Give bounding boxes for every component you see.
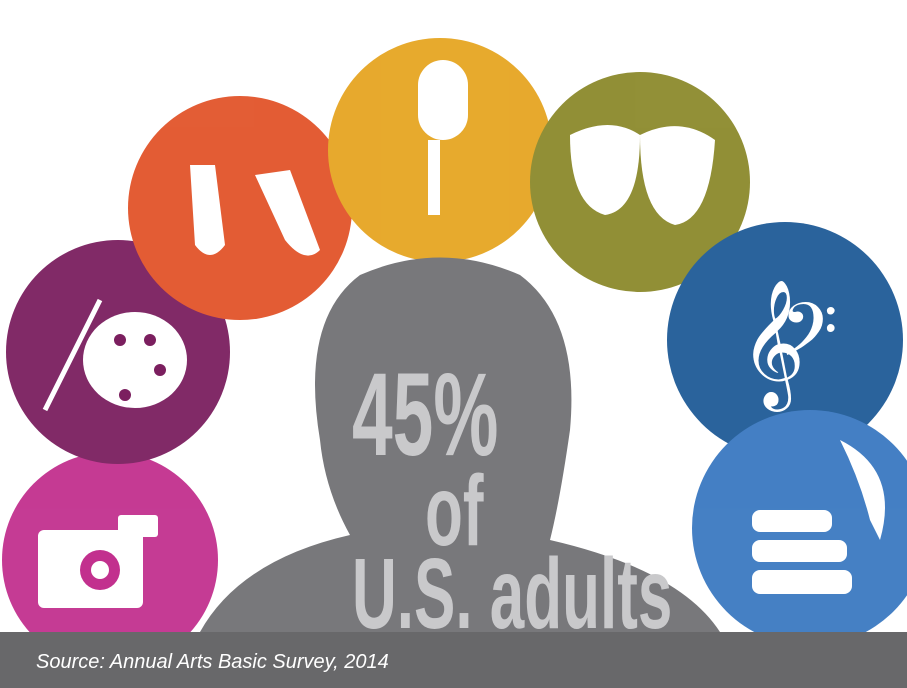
camera-lens-center <box>91 561 109 579</box>
camera-flash <box>118 515 158 537</box>
palette-dot <box>119 389 131 401</box>
microphone-icon <box>418 60 468 140</box>
palette-icon <box>83 312 187 408</box>
book <box>752 570 852 594</box>
palette-dot <box>114 334 126 346</box>
source-note: Source: Annual Arts Basic Survey, 2014 <box>36 651 389 673</box>
palette-dot <box>144 334 156 346</box>
dance-circle <box>128 96 352 320</box>
page: 𝄞 𝄢 45% of U.S. adults Source: Annual Ar… <box>0 0 907 688</box>
microphone-stand <box>428 140 440 215</box>
infographic: 𝄞 𝄢 45% of U.S. adults Source: Annual Ar… <box>0 0 907 688</box>
book <box>752 510 832 532</box>
palette-dot <box>154 364 166 376</box>
bass-clef: 𝄢 <box>780 287 838 392</box>
book <box>752 540 847 562</box>
